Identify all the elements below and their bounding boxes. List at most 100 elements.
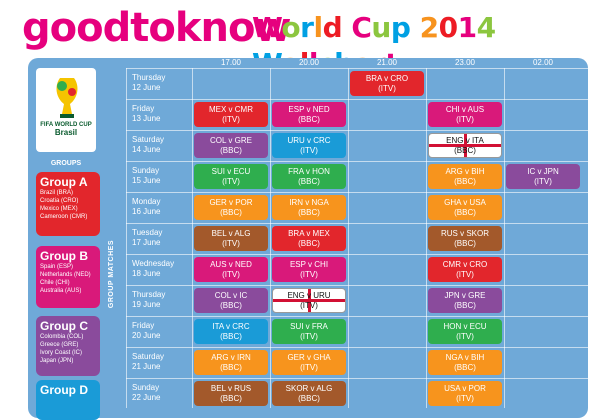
column-divider bbox=[348, 68, 349, 408]
match-teams: CMR v CRO bbox=[442, 259, 488, 269]
match-cell: URU v CRC (ITV) bbox=[272, 133, 346, 158]
match-cell: ESP v NED (BBC) bbox=[272, 102, 346, 127]
match-channel: (ITV) bbox=[222, 176, 240, 186]
day-name: Sunday bbox=[132, 383, 160, 392]
day-name: Thursday bbox=[132, 73, 166, 82]
match-channel: (ITV) bbox=[222, 114, 240, 124]
day-name: Thursday bbox=[132, 290, 166, 299]
match-teams: JPN v GRE bbox=[444, 290, 486, 300]
group-card: Group A Brazil (BRA) Croatia (CRO) Mexico (… bbox=[36, 172, 100, 236]
row-divider bbox=[126, 223, 588, 224]
match-cell: RUS v SKOR (BBC) bbox=[428, 226, 502, 251]
time-header: 20.00 bbox=[298, 58, 320, 67]
match-teams: BRA v CRO bbox=[365, 73, 409, 83]
match-cell: SKOR v ALG (BBC) bbox=[272, 381, 346, 406]
match-teams: GER v GHA bbox=[287, 352, 331, 362]
column-divider bbox=[270, 68, 271, 408]
match-day: Sunday 22 June bbox=[126, 383, 190, 403]
time-header: 23.00 bbox=[454, 58, 476, 67]
day-date: 15 June bbox=[132, 176, 161, 185]
match-channel: (ITV) bbox=[222, 269, 240, 279]
match-cell: USA v POR (ITV) bbox=[428, 381, 502, 406]
logo-line-1: FIFA WORLD CUP bbox=[40, 122, 92, 128]
day-date: 14 June bbox=[132, 145, 161, 154]
match-teams: SUI v ECU bbox=[211, 166, 251, 176]
match-teams: CHI v AUS bbox=[445, 104, 485, 114]
match-channel: (ITV) bbox=[300, 145, 318, 155]
match-cell: BRA v CRO (ITV) bbox=[350, 71, 424, 96]
match-teams: ARG v IRN bbox=[211, 352, 251, 362]
match-channel: (BBC) bbox=[454, 145, 476, 155]
group-team: Ivory Coast (IC) bbox=[40, 350, 83, 356]
match-day: Friday 13 June bbox=[126, 104, 190, 124]
group-team: Netherlands (NED) bbox=[40, 272, 91, 278]
match-channel: (ITV) bbox=[222, 238, 240, 248]
day-date: 12 June bbox=[132, 83, 161, 92]
match-day: Saturday 21 June bbox=[126, 352, 190, 372]
match-cell: ARG v IRN (BBC) bbox=[194, 350, 268, 375]
match-teams: BEL v RUS bbox=[210, 383, 252, 393]
group-title: Group B bbox=[40, 249, 88, 263]
match-cell: ITA v CRC (BBC) bbox=[194, 319, 268, 344]
match-teams: ESP v CHI bbox=[289, 259, 329, 269]
match-cell: COL v GRE (BBC) bbox=[194, 133, 268, 158]
row-divider bbox=[126, 285, 588, 286]
match-channel: (BBC) bbox=[298, 207, 320, 217]
day-name: Monday bbox=[132, 197, 161, 206]
match-day: Tuesday 17 June bbox=[126, 228, 190, 248]
match-teams: NGA v BIH bbox=[445, 352, 485, 362]
match-cell: ENG v URU (ITV) bbox=[272, 288, 346, 313]
header: goodtoknow World Cup 2014 Wallchart bbox=[0, 0, 614, 80]
match-teams: FRA v HON bbox=[288, 166, 330, 176]
match-channel: (ITV) bbox=[300, 269, 318, 279]
match-cell: IRN v NGA (BBC) bbox=[272, 195, 346, 220]
column-divider bbox=[504, 68, 505, 408]
match-day: Wednesday 18 June bbox=[126, 259, 190, 279]
row-divider bbox=[126, 347, 588, 348]
match-channel: (ITV) bbox=[300, 331, 318, 341]
match-cell: NGA v BIH (BBC) bbox=[428, 350, 502, 375]
match-cell: AUS v NED (ITV) bbox=[194, 257, 268, 282]
match-cell: SUI v FRA (ITV) bbox=[272, 319, 346, 344]
day-date: 19 June bbox=[132, 300, 161, 309]
match-channel: (BBC) bbox=[454, 207, 476, 217]
group-team: Japan (JPN) bbox=[40, 358, 74, 364]
logo-caption: FIFA WORLD CUP Brasil bbox=[36, 122, 96, 137]
england-flag-icon bbox=[307, 289, 311, 312]
group-team: Mexico (MEX) bbox=[40, 206, 78, 212]
group-card: Group C Colombia (COL) Greece (GRE) Ivory C… bbox=[36, 316, 100, 376]
row-divider bbox=[126, 254, 588, 255]
match-teams: BEL v ALG bbox=[211, 228, 251, 238]
match-day: Thursday 19 June bbox=[126, 290, 190, 310]
match-channel: (BBC) bbox=[298, 114, 320, 124]
day-date: 16 June bbox=[132, 207, 161, 216]
group-card: Group D bbox=[36, 380, 100, 420]
group-team: Greece (GRE) bbox=[40, 342, 79, 348]
match-teams: SUI v FRA bbox=[290, 321, 328, 331]
match-channel: (ITV) bbox=[456, 393, 474, 403]
match-teams: RUS v SKOR bbox=[440, 228, 489, 238]
match-teams: GHA v USA bbox=[444, 197, 486, 207]
column-divider bbox=[126, 68, 127, 408]
match-cell: ARG v BIH (BBC) bbox=[428, 164, 502, 189]
match-day: Friday 20 June bbox=[126, 321, 190, 341]
day-name: Sunday bbox=[132, 166, 160, 175]
match-channel: (BBC) bbox=[454, 238, 476, 248]
row-divider bbox=[126, 378, 588, 379]
match-teams: ITA v CRC bbox=[212, 321, 250, 331]
match-channel: (ITV) bbox=[378, 83, 396, 93]
match-channel: (BBC) bbox=[220, 207, 242, 217]
day-name: Saturday bbox=[132, 352, 165, 361]
match-channel: (BBC) bbox=[220, 145, 242, 155]
row-divider bbox=[126, 68, 588, 69]
column-divider bbox=[192, 68, 193, 408]
column-divider bbox=[426, 68, 427, 408]
match-channel: (BBC) bbox=[220, 331, 242, 341]
match-cell: ESP v CHI (ITV) bbox=[272, 257, 346, 282]
match-cell: ENG v ITA (BBC) bbox=[428, 133, 502, 158]
match-cell: CHI v AUS (ITV) bbox=[428, 102, 502, 127]
row-divider bbox=[126, 316, 588, 317]
match-teams: MEX v CMR bbox=[209, 104, 253, 114]
brand-logo-text: goodtoknow bbox=[22, 5, 291, 51]
match-teams: COL v IC bbox=[214, 290, 248, 300]
